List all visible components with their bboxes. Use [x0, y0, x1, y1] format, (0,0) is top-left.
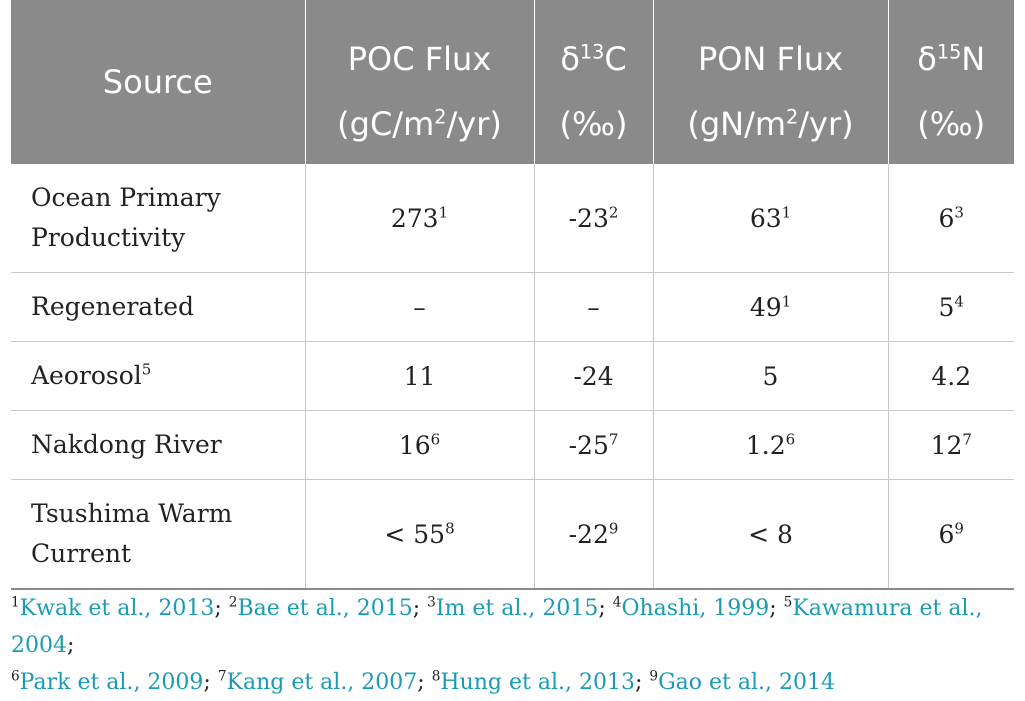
reference-link[interactable]: Park et al., 2009: [19, 670, 204, 695]
footnote: 1Kwak et al., 2013: [11, 594, 215, 621]
cell-poc: 166: [305, 410, 535, 480]
footnote: 3Im et al., 2015: [427, 594, 599, 621]
cell-poc: < 558: [305, 479, 535, 590]
table-body: Ocean Primary Productivity 2731 -232 631 …: [11, 164, 1014, 590]
reference-link[interactable]: Hung et al., 2013: [440, 670, 635, 695]
table-row: Nakdong River 166 -257 1.26 127: [11, 410, 1014, 480]
cell-poc: –: [305, 272, 535, 342]
header-poc-unit: (gC/m2/yr): [305, 86, 535, 164]
reference-link[interactable]: Kwak et al., 2013: [19, 596, 215, 621]
row-source: Aeorosol5: [11, 341, 306, 411]
cell-d15n: 127: [888, 410, 1014, 480]
footnote: 6Park et al., 2009: [11, 668, 204, 695]
footnote: 2Bae et al., 2015: [228, 594, 413, 621]
footnote: 7Kang et al., 2007: [217, 668, 418, 695]
table-row: Regenerated – – 491 54: [11, 272, 1014, 342]
flux-table: Source POC Flux δ13C PON Flux δ15N (gC/m…: [11, 0, 1014, 590]
reference-link[interactable]: Kawamura et al., 2004: [11, 596, 983, 658]
header-poc-flux: POC Flux: [305, 0, 535, 86]
cell-poc: 2731: [305, 164, 535, 273]
cell-d15n: 63: [888, 164, 1014, 273]
footnote: 9Gao et al., 2014: [649, 668, 835, 695]
reference-link[interactable]: Kang et al., 2007: [226, 670, 418, 695]
footnotes: 1Kwak et al., 2013; 2Bae et al., 2015; 3…: [11, 594, 983, 695]
cell-poc: 11: [305, 341, 535, 411]
header-d13c-unit: (‰): [534, 86, 654, 164]
cell-d15n: 54: [888, 272, 1014, 342]
cell-pon: 631: [653, 164, 889, 273]
footnote: 4Ohashi, 1999: [612, 594, 770, 621]
cell-d15n: 69: [888, 479, 1014, 590]
row-source: Nakdong River: [11, 410, 306, 480]
header-pon-flux: PON Flux: [653, 0, 889, 86]
reference-link[interactable]: Ohashi, 1999: [621, 596, 770, 621]
row-source: Tsushima Warm Current: [11, 479, 306, 590]
reference-link[interactable]: Im et al., 2015: [435, 596, 599, 621]
cell-d13c: -24: [534, 341, 654, 411]
header-d15n-unit: (‰): [888, 86, 1014, 164]
reference-link[interactable]: Bae et al., 2015: [237, 596, 413, 621]
table-row: Aeorosol5 11 -24 5 4.2: [11, 341, 1014, 411]
table-row: Tsushima Warm Current < 558 -229 < 8 69: [11, 479, 1014, 590]
table-row: Ocean Primary Productivity 2731 -232 631 …: [11, 164, 1014, 273]
header-source: Source: [11, 0, 306, 164]
cell-pon: 5: [653, 341, 889, 411]
header-d13c: δ13C: [534, 0, 654, 86]
cell-pon: 1.26: [653, 410, 889, 480]
cell-d13c: -229: [534, 479, 654, 590]
table-header: Source POC Flux δ13C PON Flux δ15N (gC/m…: [11, 0, 1014, 164]
reference-link[interactable]: Gao et al., 2014: [658, 670, 835, 695]
header-d15n: δ15N: [888, 0, 1014, 86]
cell-d13c: -232: [534, 164, 654, 273]
cell-pon: < 8: [653, 479, 889, 590]
row-source: Ocean Primary Productivity: [11, 164, 306, 273]
cell-d15n: 4.2: [888, 341, 1014, 411]
cell-pon: 491: [653, 272, 889, 342]
cell-d13c: -257: [534, 410, 654, 480]
footnote: 5Kawamura et al., 2004: [11, 594, 983, 658]
cell-d13c: –: [534, 272, 654, 342]
footnote: 8Hung et al., 2013: [431, 668, 635, 695]
header-pon-unit: (gN/m2/yr): [653, 86, 889, 164]
row-source: Regenerated: [11, 272, 306, 342]
